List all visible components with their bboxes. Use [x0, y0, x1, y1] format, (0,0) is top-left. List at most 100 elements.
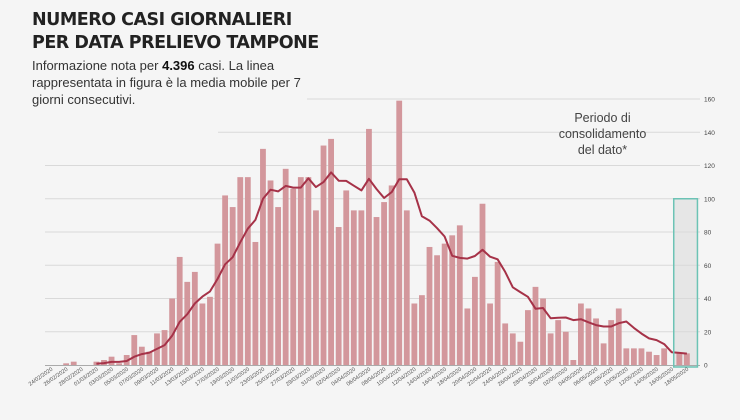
- bar: [600, 343, 607, 365]
- bar: [464, 308, 471, 365]
- bar: [214, 243, 221, 365]
- subtitle-post: casi. La linea rappresentata in figura è…: [32, 58, 301, 107]
- bar: [275, 207, 281, 365]
- bar: [509, 333, 516, 365]
- annotation-line-2: consolidamento: [558, 127, 647, 141]
- bar: [108, 356, 115, 365]
- bar: [335, 227, 342, 365]
- bar: [373, 217, 380, 365]
- bar: [366, 128, 372, 365]
- bar: [146, 351, 153, 365]
- annotation-line-3: del dato*: [577, 143, 628, 157]
- bar: [426, 246, 433, 365]
- bar: [169, 298, 176, 365]
- bar: [70, 361, 77, 365]
- bar: [161, 330, 168, 365]
- bar: [116, 363, 123, 365]
- bar: [260, 148, 266, 365]
- chart-title: NUMERO CASI GIORNALIERI PER DATA PRELIEV…: [32, 9, 319, 55]
- bar: [290, 188, 297, 365]
- bar: [237, 177, 244, 365]
- bar: [472, 276, 478, 365]
- bar: [328, 138, 334, 365]
- bar: [411, 303, 418, 365]
- bar: [358, 210, 365, 365]
- bar: [630, 348, 637, 365]
- bar: [199, 303, 206, 365]
- y-tick-label: 100: [704, 196, 715, 203]
- bar: [638, 348, 645, 365]
- bar: [282, 168, 289, 365]
- y-tick-label: 20: [704, 329, 712, 336]
- bar: [608, 320, 615, 365]
- bar: [540, 298, 546, 365]
- bar: [578, 303, 584, 365]
- y-tick-label: 120: [704, 163, 715, 170]
- bar: [403, 210, 410, 365]
- bar: [63, 363, 70, 365]
- bar: [229, 207, 236, 365]
- bar: [244, 177, 251, 365]
- bar: [525, 310, 531, 365]
- bar: [479, 203, 486, 365]
- bar: [222, 195, 229, 365]
- y-tick-label: 80: [704, 230, 712, 237]
- bar: [441, 243, 448, 365]
- bar: [207, 296, 213, 365]
- bar: [456, 225, 463, 365]
- bar: [191, 271, 198, 365]
- subtitle-pre: Informazione nota per: [32, 58, 159, 73]
- moving-average-line: [96, 171, 687, 365]
- bar: [252, 241, 259, 365]
- bar: [267, 180, 274, 365]
- consolidation-area: [673, 198, 698, 367]
- bar: [381, 202, 387, 365]
- bar: [305, 177, 312, 365]
- y-tick-label: 60: [704, 263, 712, 270]
- bar: [138, 346, 145, 365]
- y-tick-label: 40: [704, 296, 712, 303]
- bar: [555, 320, 562, 365]
- bar: [593, 318, 599, 365]
- bar: [547, 333, 554, 365]
- y-tick-label: 0: [704, 363, 708, 370]
- bar: [313, 210, 319, 365]
- bar: [343, 190, 350, 365]
- bar: [184, 281, 191, 365]
- bar: [661, 348, 668, 365]
- consolidation-box: [672, 198, 699, 368]
- bar: [502, 323, 509, 365]
- bar: [388, 185, 395, 365]
- bar: [419, 295, 425, 365]
- annotation-line-1: Periodo di: [574, 111, 631, 125]
- chart-title-line-1: NUMERO CASI GIORNALIERI: [32, 10, 292, 30]
- bar: [131, 335, 138, 365]
- bar: [434, 255, 440, 365]
- bar: [449, 235, 456, 365]
- bar: [176, 256, 183, 365]
- bar: [532, 286, 539, 365]
- bar: [396, 100, 403, 365]
- bar: [653, 355, 660, 365]
- bar: [676, 353, 683, 365]
- subtitle-total-cases: 4.396: [162, 58, 195, 73]
- y-tick-label: 160: [704, 97, 715, 104]
- bar: [623, 348, 630, 365]
- y-tick-label: 140: [704, 130, 715, 137]
- consolidation-annotation: Periodo di consolidamento del dato*: [540, 110, 665, 158]
- bar: [517, 341, 524, 365]
- bar: [570, 360, 577, 365]
- bar: [585, 308, 592, 365]
- bar: [615, 308, 622, 365]
- bar: [494, 261, 501, 365]
- bar: [297, 177, 304, 365]
- bar: [683, 353, 690, 365]
- bar: [320, 145, 327, 365]
- bar: [350, 210, 357, 365]
- chart-subtitle: Informazione nota per 4.396 casi. La lin…: [32, 57, 332, 108]
- bar: [487, 303, 493, 365]
- bar: [646, 351, 652, 365]
- chart-title-line-2: PER DATA PRELIEVO TAMPONE: [32, 33, 319, 53]
- bar: [562, 331, 569, 365]
